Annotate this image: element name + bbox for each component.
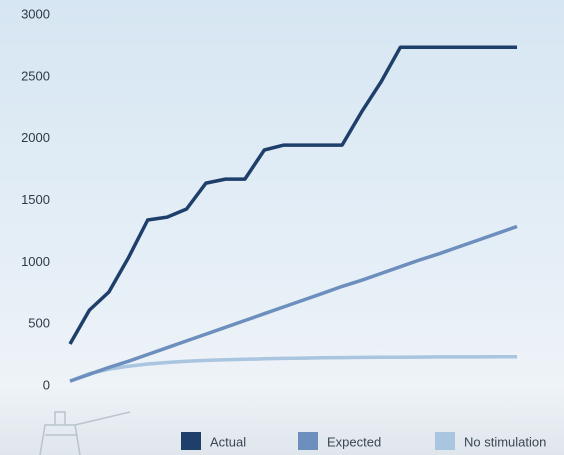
series-line [69,224,518,383]
legend-swatch [181,432,201,450]
platform [39,411,131,455]
series-line [69,355,517,383]
legend-swatch [298,432,318,450]
legend-label: Actual [210,434,246,449]
y-tick-label: 500 [28,316,50,331]
legend-label: No stimulation [464,434,546,449]
series-line [68,45,517,345]
legend-label: Expected [327,434,381,449]
y-tick-label: 1500 [21,192,50,207]
y-tick-label: 3000 [21,6,50,21]
y-tick-label: 2500 [21,68,50,83]
y-tick-label: 1000 [21,254,50,269]
y-tick-label: 2000 [21,130,50,145]
y-tick-label: 0 [43,377,50,392]
legend-swatch [435,432,455,450]
